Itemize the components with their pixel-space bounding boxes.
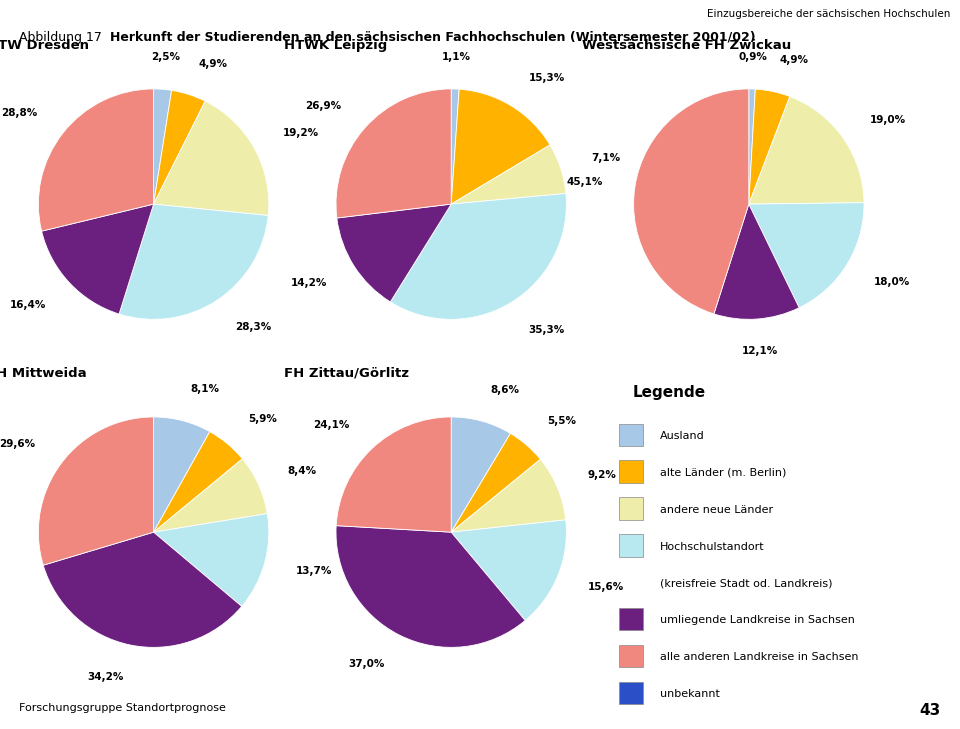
Text: 8,1%: 8,1% [191,384,220,394]
Text: 1,1%: 1,1% [442,52,470,62]
Wedge shape [451,417,511,532]
Text: 28,8%: 28,8% [2,108,37,118]
Text: 15,3%: 15,3% [528,74,564,83]
Text: 28,3%: 28,3% [235,322,271,332]
Bar [618,424,643,446]
Text: 43: 43 [920,703,941,718]
Wedge shape [336,526,525,647]
Text: 15,6%: 15,6% [588,582,624,593]
Wedge shape [154,432,243,532]
Text: 26,9%: 26,9% [304,101,341,112]
Wedge shape [336,89,451,218]
Wedge shape [119,204,268,319]
Wedge shape [749,203,864,308]
Text: Hochschulstandort: Hochschulstandort [660,542,765,552]
Text: Forschungsgruppe Standortprognose: Forschungsgruppe Standortprognose [19,703,226,713]
Wedge shape [38,417,154,565]
Text: unbekannt: unbekannt [660,689,720,699]
Text: 45,1%: 45,1% [566,176,603,187]
Text: 2,5%: 2,5% [151,52,180,62]
Text: 5,5%: 5,5% [547,416,577,426]
Text: 24,1%: 24,1% [314,420,350,430]
Text: 4,9%: 4,9% [780,55,808,65]
Wedge shape [154,89,172,204]
Wedge shape [749,89,756,204]
Text: 8,6%: 8,6% [491,385,519,395]
Text: 16,4%: 16,4% [10,300,46,310]
Wedge shape [337,204,451,302]
Text: 18,0%: 18,0% [875,276,910,286]
Text: 29,6%: 29,6% [0,439,36,449]
Wedge shape [714,204,799,319]
Text: 35,3%: 35,3% [529,324,564,335]
Text: andere neue Länder: andere neue Länder [660,504,773,515]
Wedge shape [749,96,864,204]
Text: 0,9%: 0,9% [738,52,767,62]
Text: 19,2%: 19,2% [283,128,319,138]
Bar [618,608,643,631]
Bar [618,682,643,704]
Text: alle anderen Landkreise in Sachsen: alle anderen Landkreise in Sachsen [660,652,858,662]
Text: umliegende Landkreise in Sachsen: umliegende Landkreise in Sachsen [660,615,855,625]
Wedge shape [451,520,566,620]
Wedge shape [154,417,210,532]
Text: 12,1%: 12,1% [741,346,778,356]
Wedge shape [749,89,790,204]
Wedge shape [43,532,242,647]
Text: 8,4%: 8,4% [288,467,317,476]
Text: 19,0%: 19,0% [870,114,906,125]
Text: 9,2%: 9,2% [588,470,616,480]
Text: 4,9%: 4,9% [199,59,228,69]
Wedge shape [336,417,451,532]
Text: 13,7%: 13,7% [296,566,332,577]
Text: 5,9%: 5,9% [248,414,276,424]
Wedge shape [38,89,154,231]
Wedge shape [154,101,269,216]
Text: Legende: Legende [633,385,706,399]
Bar [618,534,643,557]
Wedge shape [451,459,565,532]
Wedge shape [451,89,550,204]
Wedge shape [451,433,540,532]
Bar [618,497,643,520]
Wedge shape [634,89,749,314]
Wedge shape [451,89,459,204]
Text: Einzugsbereiche der sächsischen Hochschulen: Einzugsbereiche der sächsischen Hochschu… [707,9,950,19]
Wedge shape [154,459,267,532]
Text: alte Länder (m. Berlin): alte Länder (m. Berlin) [660,468,786,477]
Wedge shape [391,193,566,319]
Text: Abbildung 17: Abbildung 17 [19,31,114,44]
Text: Ausland: Ausland [660,431,705,441]
Bar [618,461,643,483]
Text: 37,0%: 37,0% [348,659,385,669]
Text: 34,2%: 34,2% [87,671,124,682]
Text: FH Zittau/Görlitz: FH Zittau/Görlitz [284,367,409,380]
Text: FH Mittweida: FH Mittweida [0,367,86,380]
Wedge shape [154,514,269,607]
Wedge shape [154,90,205,204]
Text: 7,1%: 7,1% [591,153,620,163]
Text: HTW Dresden: HTW Dresden [0,39,88,52]
Text: Herkunft der Studierenden an den sächsischen Fachhochschulen (Wintersemester 200: Herkunft der Studierenden an den sächsis… [110,31,756,44]
Text: Westsächsische FH Zwickau: Westsächsische FH Zwickau [582,39,791,52]
Text: HTWK Leipzig: HTWK Leipzig [284,39,388,52]
Bar [618,645,643,667]
Text: 14,2%: 14,2% [291,278,326,289]
Text: (kreisfreie Stadt od. Landkreis): (kreisfreie Stadt od. Landkreis) [660,579,832,588]
Wedge shape [41,204,154,314]
Wedge shape [451,145,565,204]
